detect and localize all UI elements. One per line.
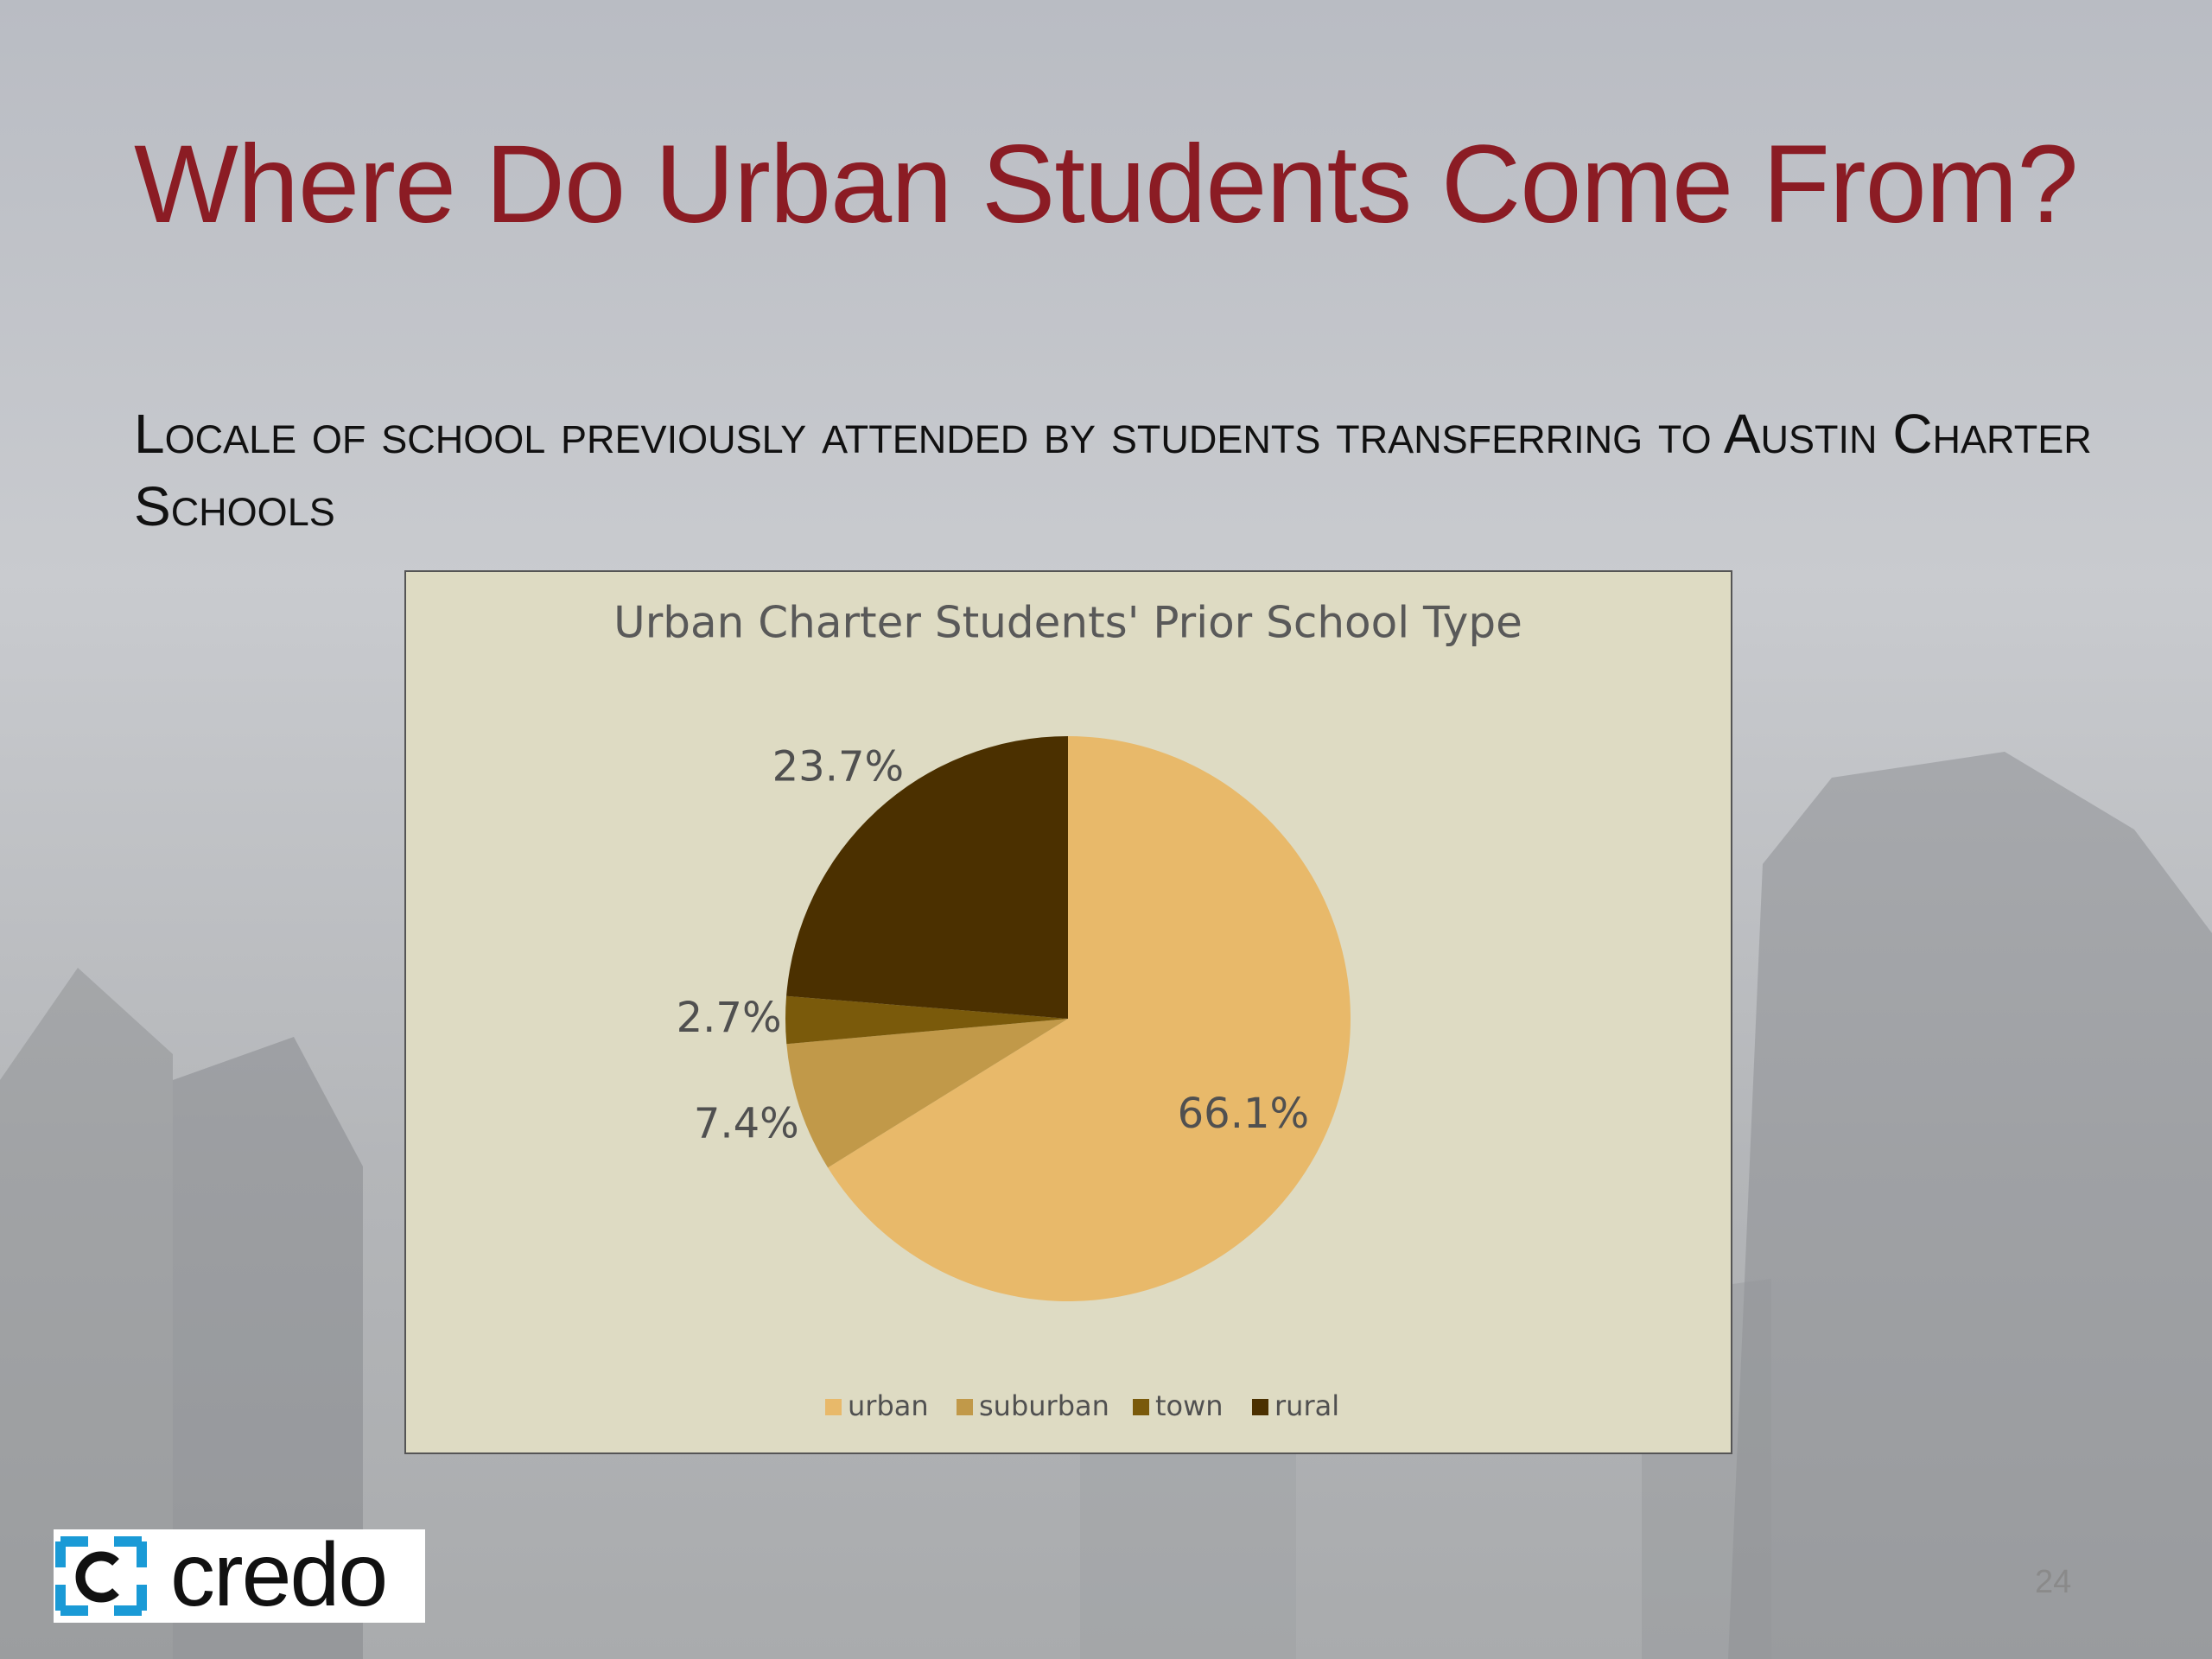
legend-swatch — [825, 1399, 842, 1415]
pie-slice — [786, 1019, 1068, 1168]
pie-slice — [785, 995, 1068, 1045]
data-label: 2.7% — [677, 994, 782, 1042]
pie-slice — [828, 736, 1351, 1302]
legend-swatch — [1133, 1399, 1149, 1415]
data-label: 23.7% — [772, 743, 904, 791]
legend-label: town — [1155, 1389, 1224, 1422]
data-label: 66.1% — [1178, 1090, 1309, 1138]
legend-swatch — [957, 1399, 973, 1415]
data-label: 7.4% — [694, 1099, 799, 1147]
slide-title: Where Do Urban Students Come From? — [134, 123, 2079, 246]
logo-icon — [55, 1536, 147, 1616]
page-number: 24 — [2035, 1564, 2072, 1600]
chart-title: Urban Charter Students' Prior School Typ… — [613, 598, 1522, 648]
legend-label: urban — [848, 1389, 929, 1422]
legend-label: rural — [1274, 1389, 1339, 1422]
logo: credo — [54, 1525, 425, 1625]
logo-text: credo — [170, 1525, 388, 1625]
pie-slice — [786, 736, 1068, 1019]
legend-swatch — [1252, 1399, 1268, 1415]
legend-label: suburban — [979, 1389, 1109, 1422]
slide-subtitle: Locale of school previously attended by … — [134, 403, 2092, 537]
